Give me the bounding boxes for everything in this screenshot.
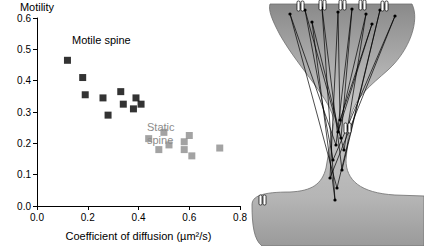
svg-text:Motility: Motility	[20, 1, 55, 13]
svg-text:Motile spine: Motile spine	[72, 34, 131, 46]
svg-text:0.2: 0.2	[17, 138, 31, 149]
svg-text:0.6: 0.6	[17, 13, 31, 24]
svg-text:Coefficient of diffusion (µm²/: Coefficient of diffusion (µm²/s)	[66, 230, 212, 242]
svg-text:0.4: 0.4	[132, 212, 146, 223]
svg-text:0.4: 0.4	[17, 75, 31, 86]
svg-text:spine: spine	[147, 133, 174, 146]
svg-text:0.6: 0.6	[182, 212, 196, 223]
svg-text:0.5: 0.5	[17, 44, 31, 55]
svg-text:0.0: 0.0	[30, 212, 44, 223]
svg-text:0.2: 0.2	[81, 212, 95, 223]
svg-text:0.0: 0.0	[17, 201, 31, 212]
svg-text:0.3: 0.3	[17, 107, 31, 118]
svg-text:0.8: 0.8	[233, 212, 247, 223]
svg-text:Static: Static	[147, 120, 175, 133]
svg-text:0.1: 0.1	[17, 169, 31, 180]
